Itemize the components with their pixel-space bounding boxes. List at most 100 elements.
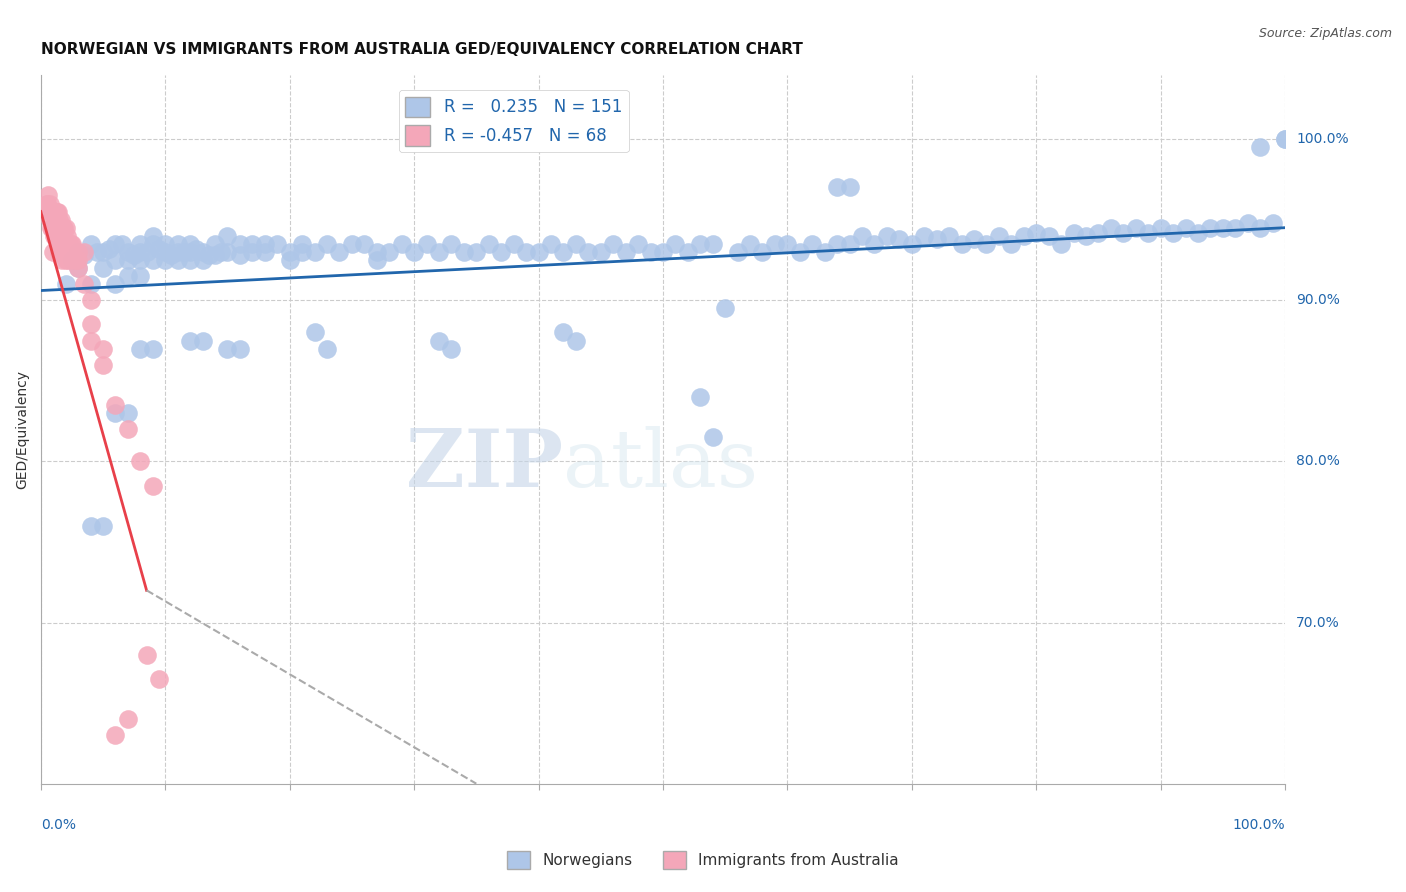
Point — [353, 236, 375, 251]
Point — [73, 248, 96, 262]
Point — [1161, 226, 1184, 240]
Point — [117, 244, 139, 259]
Point — [129, 236, 152, 251]
Point — [35, 196, 58, 211]
Point — [197, 248, 219, 262]
Point — [166, 236, 188, 251]
Point — [46, 204, 69, 219]
Point — [79, 318, 101, 332]
Point — [104, 236, 127, 251]
Point — [1261, 216, 1284, 230]
Point — [129, 252, 152, 267]
Point — [73, 244, 96, 259]
Point — [614, 244, 637, 259]
Point — [111, 236, 134, 251]
Point — [1137, 226, 1160, 240]
Point — [664, 236, 686, 251]
Point — [45, 220, 67, 235]
Point — [814, 244, 837, 259]
Point — [117, 406, 139, 420]
Point — [627, 236, 650, 251]
Point — [553, 244, 575, 259]
Point — [48, 220, 70, 235]
Point — [328, 244, 350, 259]
Point — [60, 252, 83, 267]
Point — [79, 277, 101, 291]
Text: 0.0%: 0.0% — [41, 818, 76, 832]
Point — [453, 244, 475, 259]
Point — [46, 236, 69, 251]
Point — [91, 342, 114, 356]
Point — [204, 248, 226, 262]
Point — [1274, 132, 1296, 146]
Point — [67, 260, 90, 275]
Point — [889, 232, 911, 246]
Point — [702, 236, 724, 251]
Point — [838, 236, 860, 251]
Point — [316, 342, 339, 356]
Point — [229, 236, 252, 251]
Point — [55, 220, 77, 235]
Point — [702, 430, 724, 444]
Point — [527, 244, 550, 259]
Point — [53, 236, 76, 251]
Point — [553, 326, 575, 340]
Point — [160, 248, 183, 262]
Point — [60, 252, 83, 267]
Point — [38, 212, 60, 227]
Y-axis label: GED/Equivalency: GED/Equivalency — [15, 369, 30, 489]
Point — [155, 236, 177, 251]
Point — [35, 196, 58, 211]
Legend: Norwegians, Immigrants from Australia: Norwegians, Immigrants from Australia — [501, 845, 905, 875]
Point — [1074, 228, 1097, 243]
Point — [1025, 226, 1047, 240]
Point — [55, 252, 77, 267]
Point — [49, 228, 72, 243]
Point — [253, 236, 276, 251]
Point — [73, 277, 96, 291]
Point — [179, 334, 201, 348]
Point — [42, 244, 65, 259]
Point — [49, 212, 72, 227]
Text: atlas: atlas — [564, 425, 758, 504]
Point — [56, 228, 79, 243]
Point — [56, 252, 79, 267]
Point — [304, 326, 326, 340]
Point — [1012, 228, 1035, 243]
Point — [976, 236, 998, 251]
Point — [173, 244, 195, 259]
Point — [1274, 132, 1296, 146]
Point — [1212, 220, 1234, 235]
Text: NORWEGIAN VS IMMIGRANTS FROM AUSTRALIA GED/EQUIVALENCY CORRELATION CHART: NORWEGIAN VS IMMIGRANTS FROM AUSTRALIA G… — [41, 42, 803, 57]
Point — [117, 252, 139, 267]
Point — [122, 248, 145, 262]
Point — [104, 277, 127, 291]
Point — [39, 204, 62, 219]
Point — [776, 236, 799, 251]
Point — [576, 244, 599, 259]
Point — [825, 180, 848, 194]
Point — [55, 277, 77, 291]
Point — [104, 406, 127, 420]
Point — [1087, 226, 1109, 240]
Point — [502, 236, 524, 251]
Point — [79, 236, 101, 251]
Point — [925, 232, 948, 246]
Point — [1225, 220, 1247, 235]
Point — [56, 236, 79, 251]
Point — [142, 478, 165, 492]
Point — [801, 236, 824, 251]
Point — [52, 236, 75, 251]
Point — [129, 244, 152, 259]
Point — [191, 334, 214, 348]
Point — [876, 228, 898, 243]
Point — [763, 236, 786, 251]
Point — [340, 236, 363, 251]
Point — [142, 342, 165, 356]
Point — [104, 728, 127, 742]
Point — [515, 244, 537, 259]
Point — [42, 204, 65, 219]
Text: ZIP: ZIP — [406, 425, 564, 504]
Point — [191, 252, 214, 267]
Point — [79, 518, 101, 533]
